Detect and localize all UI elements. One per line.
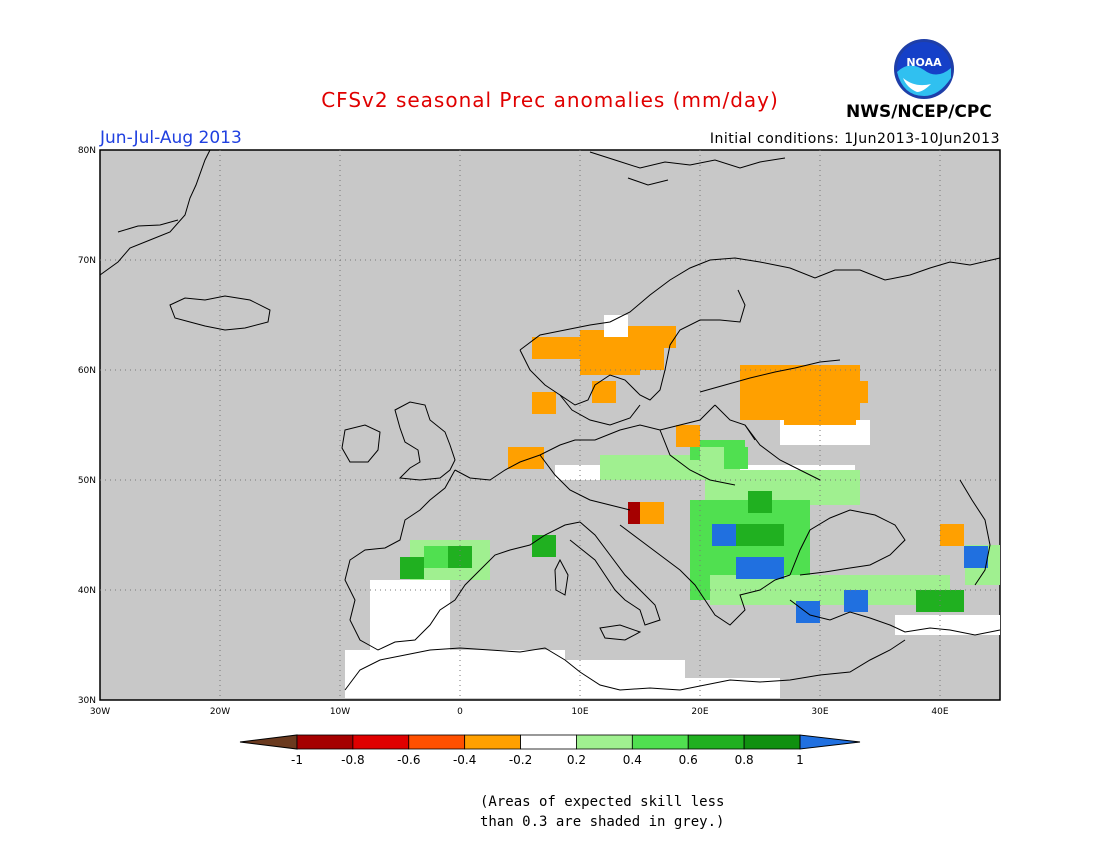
anomaly-cell: [820, 381, 844, 403]
anomaly-cell: [580, 337, 604, 359]
anomaly-cell: [796, 381, 820, 403]
anomaly-cell: [832, 403, 856, 425]
anomaly-cell: [844, 381, 868, 403]
legend-label: 0.8: [735, 753, 754, 767]
lat-tick-label: 80N: [78, 146, 96, 156]
anomaly-region: [345, 650, 565, 698]
coastlines: [99, 149, 1001, 691]
legend-label: -0.2: [509, 753, 532, 767]
anomaly-region: [895, 615, 1000, 635]
noaa-logo-icon: NOAA: [894, 39, 954, 99]
lon-tick-label: 20W: [210, 707, 230, 717]
lat-tick-label: 30N: [78, 696, 96, 706]
anomaly-cell: [448, 546, 472, 568]
anomaly-cell: [964, 546, 988, 568]
anomaly-cell: [604, 315, 628, 337]
anomaly-cell: [724, 447, 748, 469]
anomaly-cell: [712, 524, 736, 546]
lat-tick-label: 50N: [78, 476, 96, 486]
legend-labels: -1 -0.8 -0.6 -0.4 -0.2 0.2 0.4 0.6 0.8 1: [291, 753, 804, 767]
anomaly-cell: [676, 425, 700, 447]
anomaly-cell: [772, 381, 796, 403]
agency-label: NWS/NCEP/CPC: [846, 102, 992, 122]
anomaly-cell: [556, 337, 580, 359]
anomaly-cell: [748, 491, 772, 513]
anomaly-cell: [808, 403, 832, 425]
lon-tick-label: 10E: [571, 707, 588, 717]
logo-text: NOAA: [906, 56, 942, 69]
lon-tick-label: 0: [457, 707, 463, 717]
anomaly-cells: [345, 315, 1000, 698]
anomaly-cell: [652, 326, 676, 348]
lat-tick-label: 40N: [78, 586, 96, 596]
legend-bin: [743, 734, 801, 750]
anomaly-cell: [628, 326, 652, 348]
anomaly-cell: [640, 502, 664, 524]
anomaly-cell: [940, 590, 964, 612]
skill-note-line-2: than 0.3 are shaded in grey.): [480, 814, 725, 830]
anomaly-region: [705, 470, 860, 505]
anomaly-cell: [532, 535, 556, 557]
anomaly-cell: [616, 348, 640, 370]
legend-bins: [239, 734, 861, 750]
lon-tick-label: 40E: [931, 707, 948, 717]
lon-tick-label: 30W: [90, 707, 110, 717]
anomaly-cell: [940, 524, 964, 546]
legend-arrow-high: [799, 734, 861, 750]
anomaly-cell: [532, 392, 556, 414]
anomaly-cell: [748, 381, 772, 403]
anomaly-cell: [400, 557, 424, 579]
legend-bin: [464, 734, 521, 750]
initial-conditions-label: Initial conditions: 1Jun2013-10Jun2013: [709, 131, 1000, 147]
anomaly-cell: [736, 524, 760, 546]
lon-tick-label: 10W: [330, 707, 350, 717]
legend-label: -1: [291, 753, 303, 767]
anomaly-region: [680, 678, 780, 698]
legend-bin: [520, 734, 577, 750]
skill-note-line-1: (Areas of expected skill less: [480, 794, 725, 810]
anomaly-cell: [796, 601, 820, 623]
legend-label: -0.6: [397, 753, 420, 767]
anomaly-region: [565, 660, 685, 698]
map-gridlines: 30W 20W 10W 0 10E 20E 30E 40E 30N 40N 50N 60N 70N 80N: [78, 146, 1000, 717]
lat-tick-label: 70N: [78, 256, 96, 266]
anomaly-cell: [784, 403, 808, 425]
anomaly-cell: [592, 381, 616, 403]
legend-label: 0.6: [679, 753, 698, 767]
lon-tick-label: 30E: [811, 707, 828, 717]
anomaly-cell: [760, 557, 784, 579]
legend-label: -0.8: [341, 753, 364, 767]
legend-arrow-low: [239, 734, 298, 750]
anomaly-cell: [700, 447, 724, 469]
anomaly-cell: [916, 590, 940, 612]
legend-label: 0.2: [567, 753, 586, 767]
anomaly-cell: [760, 524, 784, 546]
skill-note: (Areas of expected skill less than 0.3 a…: [480, 792, 724, 832]
anomaly-cell: [844, 590, 868, 612]
lat-tick-label: 60N: [78, 366, 96, 376]
legend-bin: [408, 734, 466, 750]
legend-label: 0.4: [623, 753, 642, 767]
season-label: Jun-Jul-Aug 2013: [100, 128, 242, 148]
legend-bin: [687, 734, 745, 750]
legend-label: 1: [796, 753, 804, 767]
legend-bin: [352, 734, 410, 750]
legend-bin: [296, 734, 354, 750]
anomaly-cell: [736, 557, 760, 579]
lon-tick-label: 20E: [691, 707, 708, 717]
anomaly-cell: [532, 337, 556, 359]
map-title: CFSv2 seasonal Prec anomalies (mm/day): [321, 88, 779, 112]
legend-label: -0.4: [453, 753, 476, 767]
anomaly-cell: [424, 546, 448, 568]
legend-bin: [576, 734, 633, 750]
legend-bin: [631, 734, 689, 750]
anomaly-cell: [640, 348, 664, 370]
